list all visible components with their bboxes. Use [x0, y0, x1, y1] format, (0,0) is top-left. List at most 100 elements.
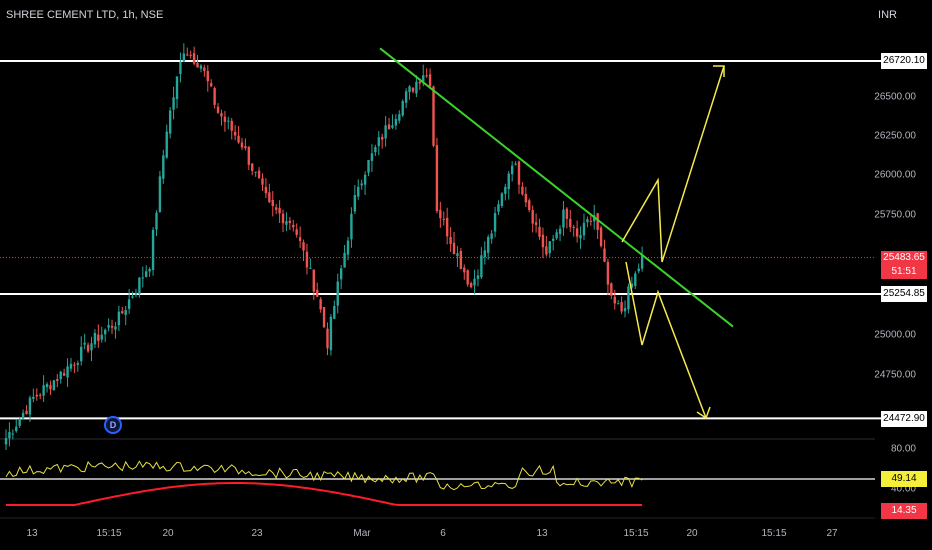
candle-body	[182, 53, 186, 62]
candle-body	[73, 364, 76, 366]
candle-body	[165, 131, 168, 158]
candle-body	[514, 163, 517, 165]
candle-body	[305, 251, 309, 268]
candle-body	[90, 343, 93, 351]
candle-body	[411, 87, 415, 92]
candle-body	[487, 237, 490, 253]
candle-body	[350, 213, 353, 240]
candle-body	[377, 137, 380, 147]
candle-body	[192, 53, 196, 64]
symbol-title[interactable]: SHREE CEMENT LTD, 1h, NSE	[6, 9, 164, 21]
candle-body	[630, 283, 634, 288]
candle-body	[394, 119, 398, 126]
candle-body	[162, 155, 165, 179]
candle-body	[107, 325, 110, 328]
candle-body	[21, 412, 25, 419]
candle-body	[124, 310, 127, 315]
candle-body	[298, 237, 302, 241]
osc-tick: 80.00	[890, 443, 916, 455]
candle-body	[562, 209, 565, 228]
candle-body	[606, 261, 610, 285]
candle-body	[175, 76, 179, 99]
candle-body	[309, 267, 312, 269]
candle-body	[381, 136, 384, 140]
candle-body	[158, 176, 162, 212]
candle-body	[66, 366, 69, 378]
candle-body	[582, 222, 586, 236]
candle-body	[634, 273, 637, 286]
candle-body	[97, 334, 100, 341]
candle-body	[268, 192, 271, 203]
candle-body	[230, 120, 233, 131]
candle-body	[360, 183, 363, 186]
time-tick: 6	[440, 528, 446, 539]
bullish-projection-path[interactable]	[621, 65, 725, 263]
candle-body	[589, 220, 593, 222]
time-tick: 15:15	[623, 528, 649, 539]
time-tick: 13	[536, 528, 548, 539]
candle-body	[206, 70, 209, 82]
candle-body	[521, 186, 524, 195]
candle-body	[35, 394, 38, 397]
candle-body	[620, 302, 623, 312]
candle-body	[172, 97, 175, 110]
candle-body	[555, 232, 558, 239]
candle-body	[466, 270, 469, 285]
candle-body	[363, 174, 367, 185]
candle-body	[240, 142, 244, 148]
candle-body	[336, 281, 339, 306]
candle-body	[42, 385, 45, 396]
candle-body	[456, 253, 459, 257]
candle-body	[312, 269, 315, 292]
candle-body	[220, 113, 223, 117]
candle-body	[257, 170, 261, 179]
candle-body	[610, 283, 613, 296]
candle-body	[548, 241, 551, 254]
level-label-top[interactable]: 26720.10	[881, 53, 927, 69]
candle-body	[422, 75, 425, 82]
candle-body	[497, 204, 500, 212]
candle-body	[384, 125, 387, 139]
candle-body	[302, 242, 305, 251]
candle-body	[367, 160, 370, 173]
candle-body	[110, 325, 114, 328]
price-tick: 26500.00	[874, 91, 916, 103]
level-label-middle[interactable]: 25254.85	[881, 286, 927, 302]
candle-body	[179, 62, 182, 75]
candle-body	[531, 210, 534, 224]
candle-body	[233, 131, 237, 136]
candle-body	[415, 81, 418, 94]
candle-body	[210, 83, 213, 87]
descending-trendline[interactable]	[379, 47, 734, 328]
candle-body	[223, 116, 227, 122]
time-tick: 15:15	[96, 528, 122, 539]
candle-body	[15, 426, 18, 432]
candle-body	[49, 385, 52, 390]
candle-body	[251, 163, 254, 171]
candle-body	[370, 153, 374, 161]
time-tick: 27	[826, 528, 838, 539]
candle-body	[131, 296, 134, 298]
candle-body	[18, 418, 21, 426]
candle-body	[329, 316, 333, 351]
candle-body	[545, 246, 548, 255]
candle-body	[127, 299, 131, 309]
dividend-marker-icon[interactable]: D	[104, 416, 122, 434]
candle-body	[596, 213, 599, 230]
candle-body	[168, 110, 172, 134]
candle-body	[281, 213, 285, 224]
candle-body	[261, 178, 264, 185]
candle-body	[213, 88, 216, 105]
candle-body	[141, 277, 144, 279]
level-label-bottom[interactable]: 24472.90	[881, 411, 927, 427]
candle-body	[534, 222, 538, 225]
candle-body	[295, 229, 298, 235]
candle-body	[510, 165, 514, 175]
time-tick: Mar	[353, 528, 371, 539]
bearish-projection-path[interactable]	[625, 261, 707, 419]
candle-body	[199, 65, 203, 69]
candle-body	[28, 397, 32, 415]
candle-body	[288, 220, 292, 223]
candle-body	[278, 207, 281, 214]
